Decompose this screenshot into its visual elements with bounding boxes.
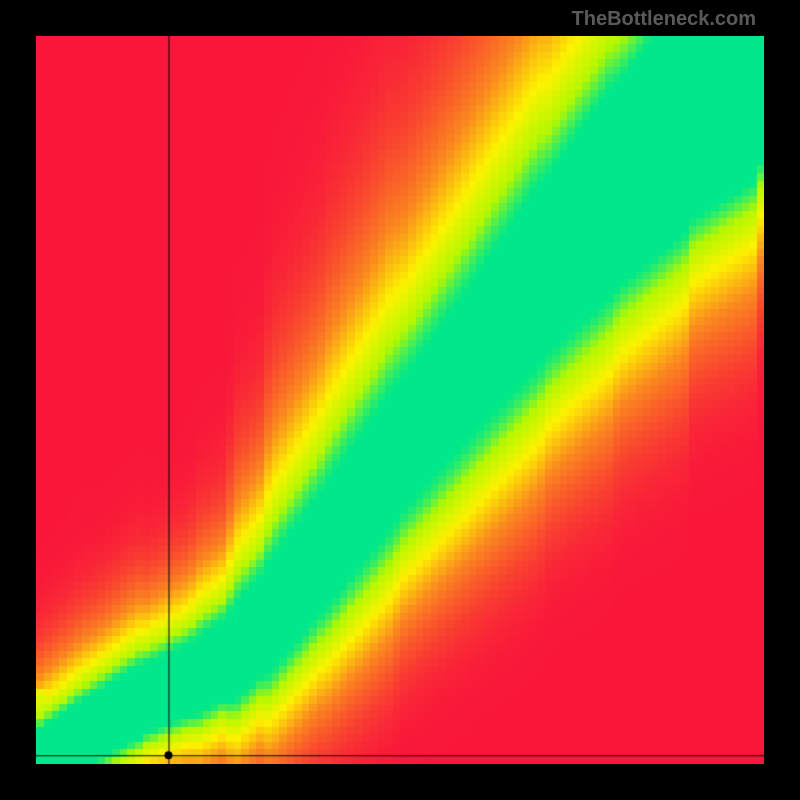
- watermark-text: TheBottleneck.com: [572, 8, 756, 31]
- heatmap-plot: [36, 36, 764, 764]
- heatmap-canvas: [36, 36, 764, 764]
